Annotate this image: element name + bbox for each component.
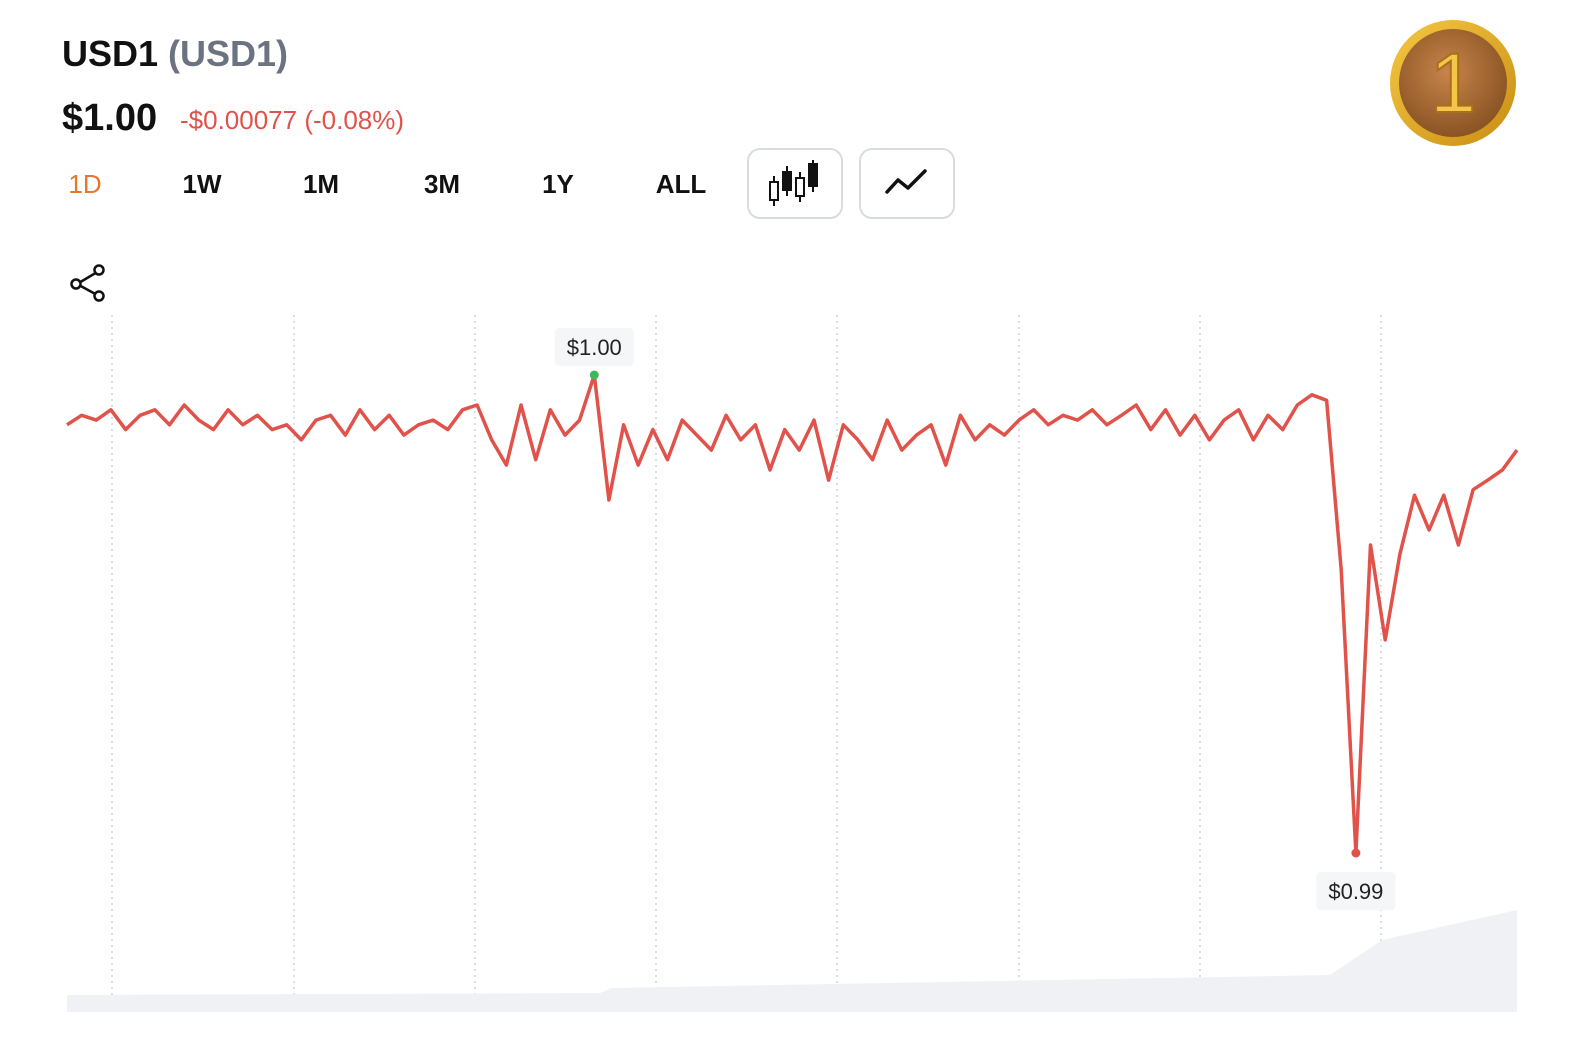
share-button[interactable] <box>70 264 105 302</box>
extreme-point <box>1351 848 1361 858</box>
time-grid <box>111 315 1382 995</box>
tab[interactable]: ALL <box>656 169 707 199</box>
tab[interactable]: 1W <box>183 169 222 199</box>
tab[interactable]: 3M <box>424 169 460 199</box>
tab[interactable]: 1M <box>303 169 339 199</box>
coin-name: USD1 <box>62 33 158 74</box>
tab[interactable]: 1D <box>68 169 101 199</box>
extreme-point <box>589 370 599 380</box>
line-button[interactable] <box>859 148 955 219</box>
price: $1.00 <box>62 97 157 139</box>
volume-area <box>67 910 1517 1012</box>
label-box <box>1316 872 1396 910</box>
price-change: -$0.00077 (-0.08%) <box>180 105 404 135</box>
extreme-label: $0.99 <box>1328 879 1383 904</box>
candle-button[interactable] <box>747 148 843 219</box>
coin-logo: 1 <box>1390 20 1516 146</box>
coin-symbol: (USD1) <box>168 33 288 74</box>
label-box <box>554 328 634 366</box>
price-line <box>66 373 1519 855</box>
extreme-label: $1.00 <box>567 335 622 360</box>
tab[interactable]: 1Y <box>542 169 574 199</box>
plot: $1.00 $0.99 <box>66 328 1519 910</box>
tabs: 1D 1W 1M 3M 1Y ALL <box>68 169 706 199</box>
logo-text: 1 <box>1430 36 1477 130</box>
